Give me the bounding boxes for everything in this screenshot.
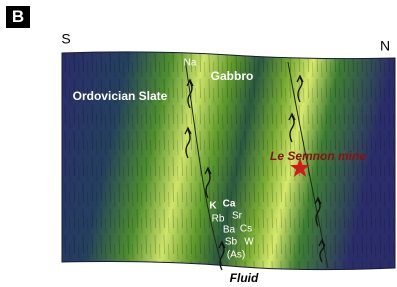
gabbro-label: Gabbro [211, 69, 254, 83]
element: Ba [223, 225, 236, 236]
fluid-label: Fluid [230, 271, 259, 285]
diagram: B S N Ordovician Slate Gabbro Na Le Semn… [0, 0, 397, 287]
element: Sb [225, 237, 238, 248]
element: Cs [240, 224, 252, 235]
compass-north: N [380, 38, 390, 54]
element: Sr [232, 211, 243, 222]
element: K [209, 201, 217, 212]
element: W [244, 237, 254, 248]
compass-south: S [61, 31, 70, 47]
mine-label: Le Semnon mine [270, 149, 366, 163]
element: (As) [227, 250, 245, 261]
element: Ca [223, 199, 236, 210]
element: Rb [212, 214, 225, 225]
panel-label: B [12, 7, 24, 26]
slate-label: Ordovician Slate [73, 89, 168, 103]
element: Na [184, 58, 197, 69]
